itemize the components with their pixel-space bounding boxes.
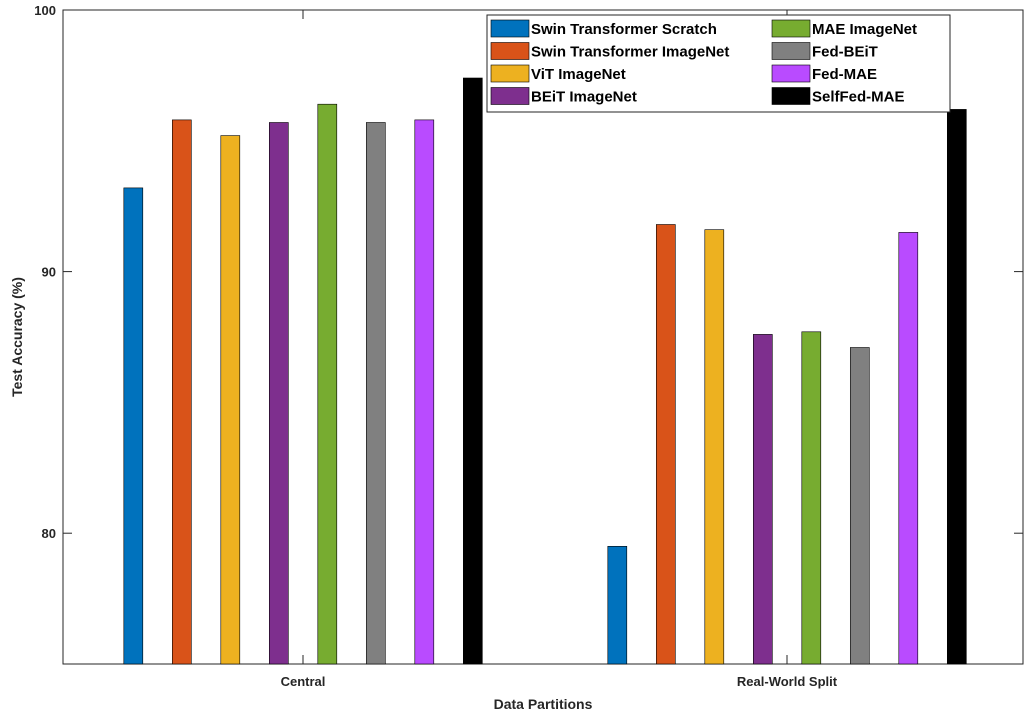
y-axis-label: Test Accuracy (%)	[9, 277, 25, 397]
y-axis-ticks: 80 90 100	[34, 3, 1023, 541]
bar	[414, 119, 435, 665]
x-axis-label: Data Partitions	[494, 696, 593, 712]
legend-swatch	[771, 42, 811, 60]
x-axis-ticks: Central Real-World Split	[281, 10, 838, 689]
bar	[655, 224, 676, 665]
legend-swatch	[490, 64, 530, 83]
bar	[849, 347, 870, 665]
bar	[462, 77, 483, 665]
bar	[607, 545, 628, 665]
bar	[123, 187, 144, 665]
bar	[268, 122, 289, 665]
legend-label: Swin Transformer Scratch	[531, 21, 717, 38]
y-tick-label: 80	[42, 526, 56, 541]
legend-box	[486, 14, 951, 113]
bars-group	[123, 77, 967, 665]
legend-label: Fed-MAE	[812, 66, 877, 83]
legend-label: ViT ImageNet	[531, 66, 626, 83]
legend-swatch	[771, 64, 811, 83]
bar	[220, 135, 241, 665]
legend-swatch	[771, 19, 811, 38]
legend-label: MAE ImageNet	[812, 21, 917, 38]
legend-swatch	[490, 87, 530, 105]
y-tick-label: 100	[34, 3, 56, 18]
bar	[172, 119, 192, 665]
bar	[365, 122, 386, 665]
y-tick-label: 90	[42, 265, 56, 280]
x-tick-label: Central	[281, 674, 326, 689]
bar	[752, 334, 773, 665]
bar	[317, 103, 338, 665]
bar	[946, 109, 967, 665]
x-tick-label: Real-World Split	[737, 674, 838, 689]
legend-swatch	[490, 19, 530, 38]
legend-swatch	[490, 42, 530, 60]
legend-label: BEiT ImageNet	[531, 89, 637, 106]
bar	[801, 331, 822, 665]
legend-label: Fed-BEiT	[812, 44, 878, 61]
bar	[898, 232, 919, 665]
legend-label: SelfFed-MAE	[812, 89, 905, 106]
legend-label: Swin Transformer ImageNet	[531, 44, 729, 61]
bar	[704, 229, 725, 665]
legend-swatch	[771, 87, 811, 105]
legend: Swin Transformer Scratch Swin Transformer…	[486, 14, 951, 113]
